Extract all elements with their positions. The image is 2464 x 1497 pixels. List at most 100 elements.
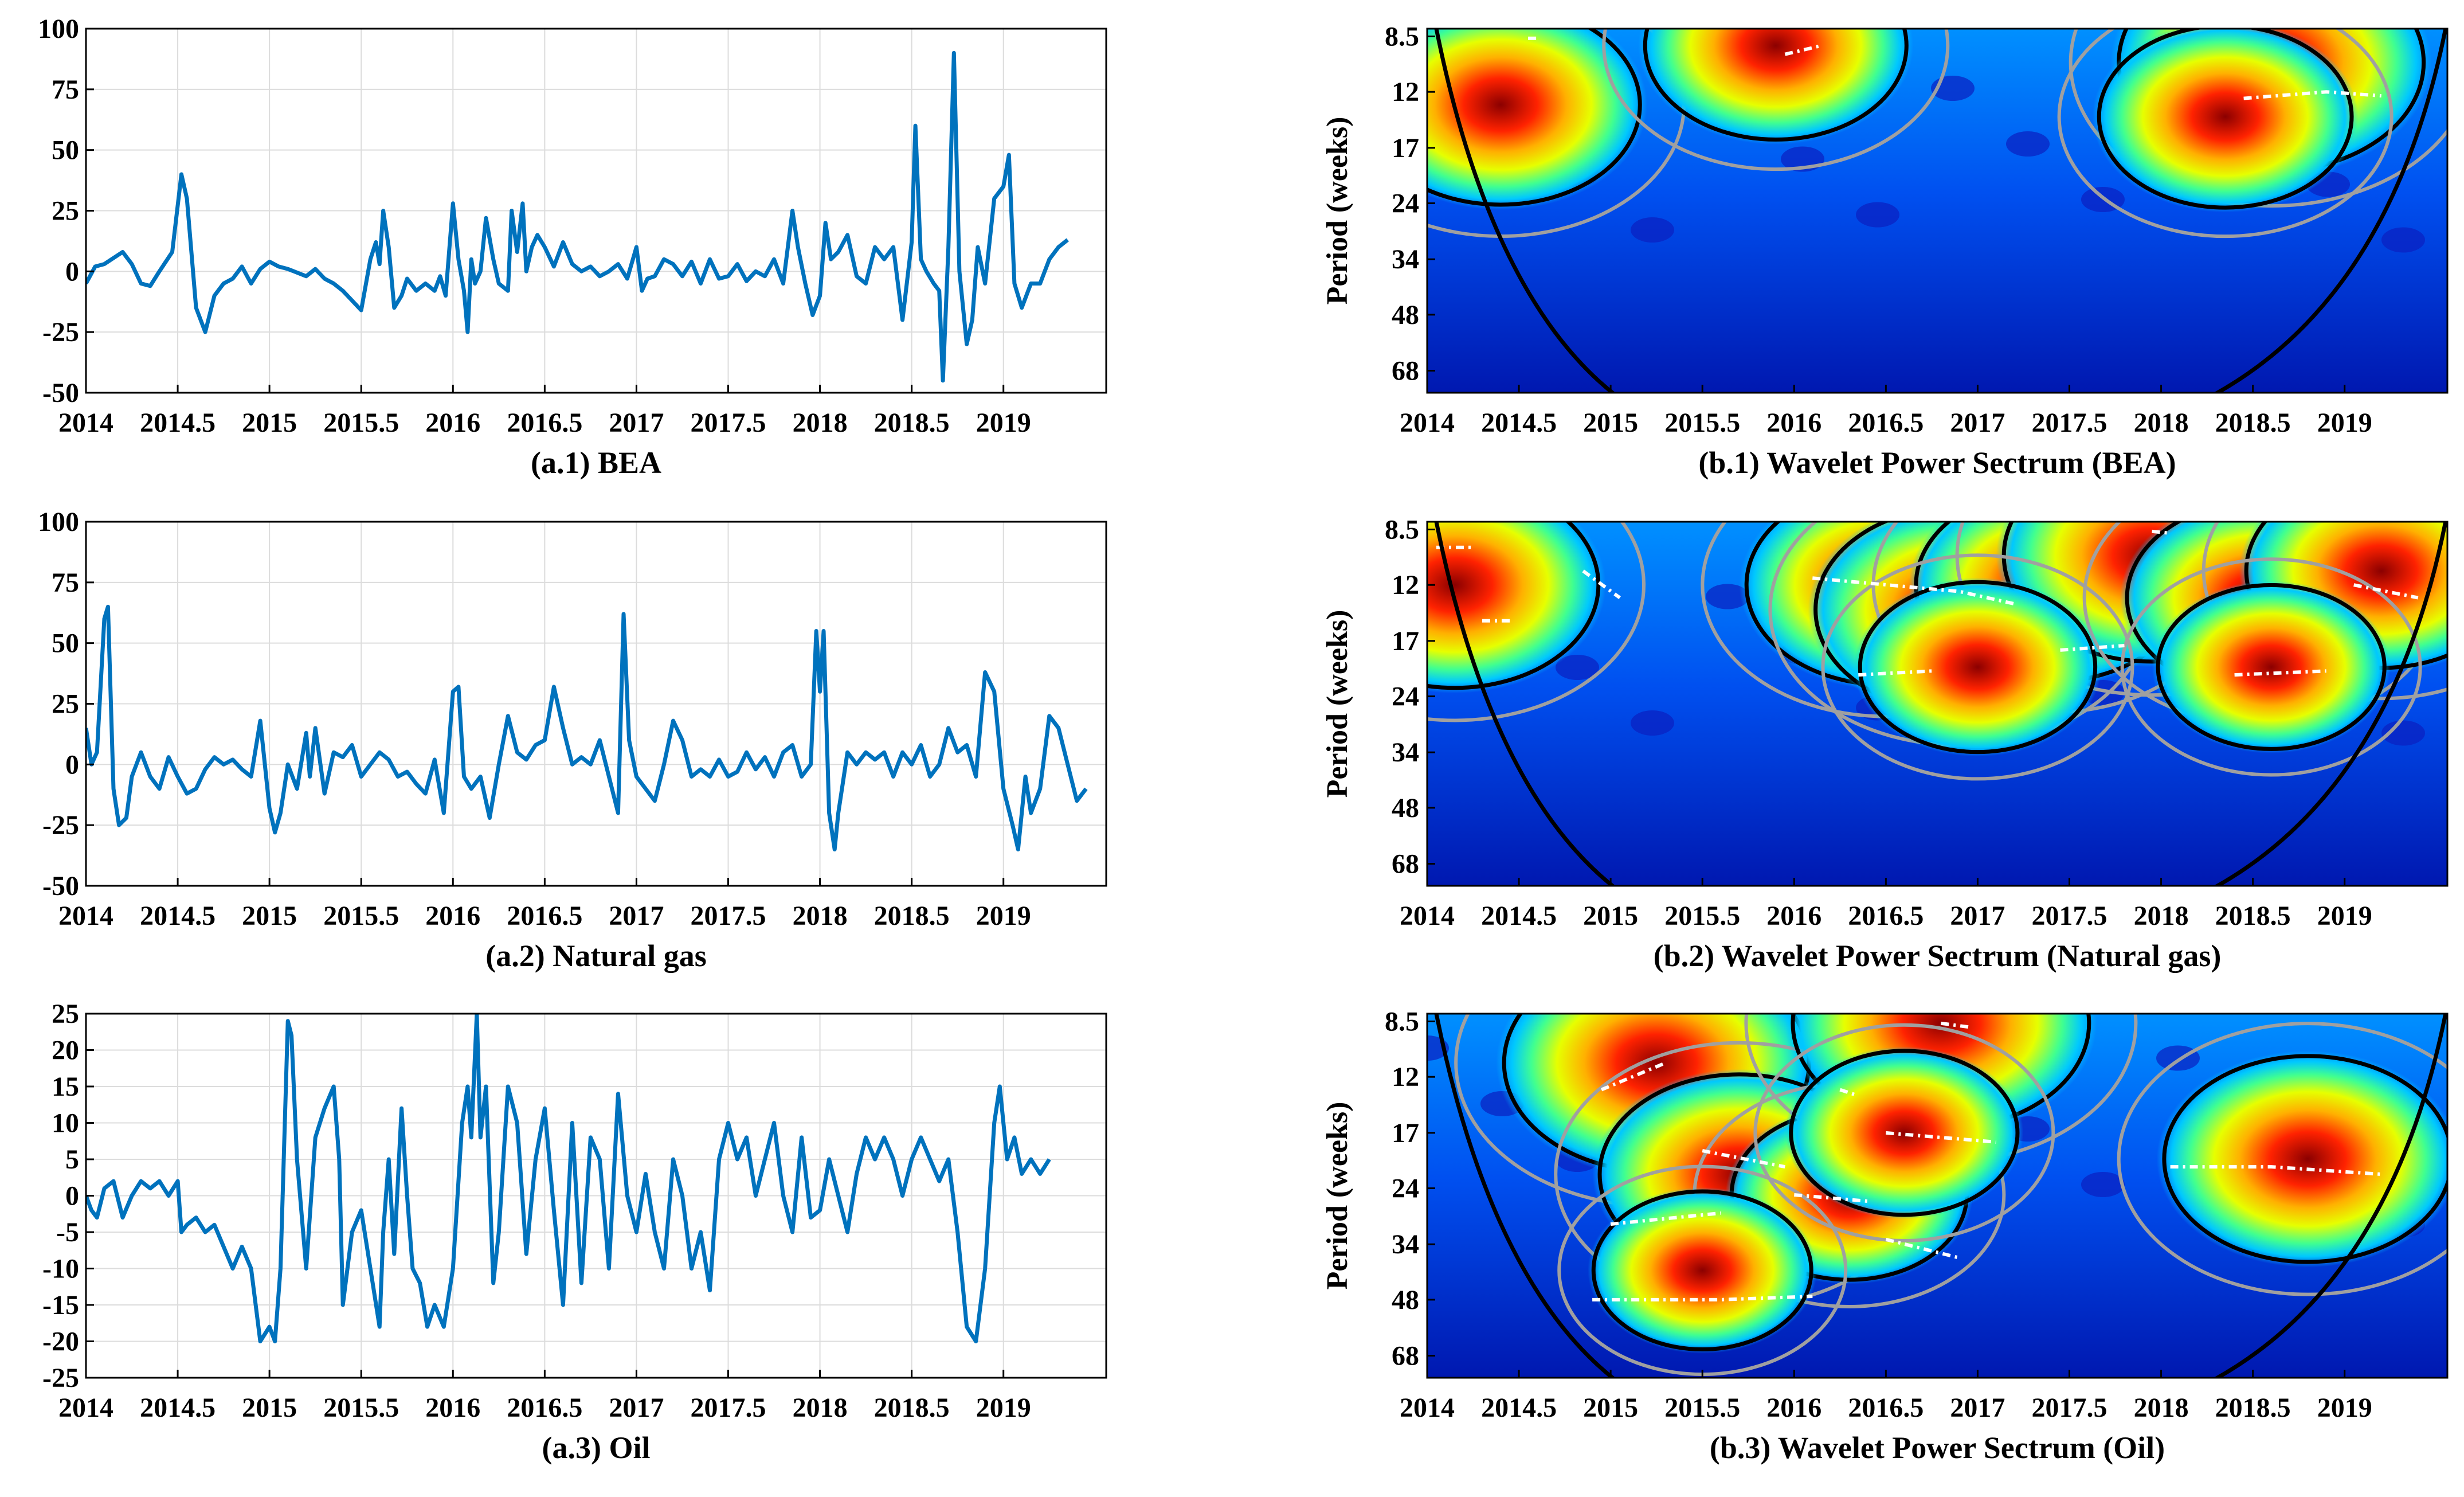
x-tick-label: 2016.5 <box>1848 1393 1924 1423</box>
x-tick-label: 2017 <box>609 901 664 931</box>
x-tick-label: 2014.5 <box>1481 1393 1557 1423</box>
y-tick-label: -10 <box>42 1254 79 1284</box>
y-tick-label: 100 <box>38 507 79 537</box>
high-power-region <box>2092 29 2359 213</box>
x-tick-label: 2018.5 <box>874 408 950 438</box>
y-axis: -50 -25 0 25 50 75 100 <box>38 507 94 901</box>
y-tick-label: 48 <box>1392 300 1419 330</box>
x-tick-label: 2017 <box>1950 408 2005 438</box>
axes-frame <box>1426 521 2449 887</box>
x-tick-label: 2014.5 <box>140 1393 216 1423</box>
y-axis: 8.5 12 17 24 34 48 68 <box>1385 22 1435 386</box>
x-tick-label: 2017 <box>609 408 664 438</box>
x-tick-label: 2014 <box>1400 901 1455 931</box>
heatmap-area <box>1427 522 2447 886</box>
axes-frame <box>1426 1013 2449 1379</box>
ridge-line <box>1794 1193 1868 1203</box>
low-power-blob <box>1556 655 1599 680</box>
x-tick-label: 2016 <box>1766 408 1821 438</box>
x-tick-label: 2017.5 <box>691 901 766 931</box>
caption-a2: (a.2) Natural gas <box>485 939 706 973</box>
y-tick-label: 34 <box>1392 244 1419 275</box>
caption-a1: (a.1) BEA <box>531 445 661 480</box>
y-tick-label: 0 <box>65 1181 79 1211</box>
significance-contour <box>2162 1054 2447 1264</box>
low-power-blob <box>1856 202 1899 228</box>
x-tick-label: 2018 <box>2134 901 2189 931</box>
ridge-line <box>1941 1021 1969 1029</box>
y-tick-label: 34 <box>1392 737 1419 768</box>
x-tick-label: 2019 <box>976 1393 1031 1423</box>
contour-grey <box>1821 553 2134 781</box>
x-tick-label: 2018.5 <box>2215 408 2291 438</box>
x-tick-label: 2019 <box>2317 901 2372 931</box>
y-tick-label: 20 <box>52 1035 79 1066</box>
cone-of-influence-left <box>1434 522 1616 886</box>
x-tick-label: 2015.5 <box>1664 1393 1740 1423</box>
high-power-region <box>1427 29 1647 210</box>
y-tick-label: -20 <box>42 1327 79 1357</box>
high-power-region <box>1854 577 2102 757</box>
cone-of-influence-right <box>2213 29 2447 393</box>
low-power-blob <box>1631 217 1674 243</box>
plot-area <box>86 50 1069 383</box>
y-tick-label: 48 <box>1392 793 1419 823</box>
y-tick-label: 12 <box>1392 1062 1419 1092</box>
x-tick-label: 2017 <box>609 1393 664 1423</box>
x-tick-label: 2015.5 <box>323 901 399 931</box>
panel-natural-gas-series: 2014 2014.5 2015 2015.5 2016 2016.5 2017 2017.5… <box>38 507 1107 973</box>
x-tick-label: 2018.5 <box>2215 901 2291 931</box>
y-tick-label: 24 <box>1392 189 1419 219</box>
y-tick-label: 0 <box>65 749 79 780</box>
x-tick-label: 2016 <box>425 408 480 438</box>
significance-contour <box>1427 29 1642 207</box>
x-tick-label: 2016 <box>425 1393 480 1423</box>
ridge-line <box>1702 1149 1785 1169</box>
ridge-line <box>2234 669 2326 677</box>
caption-a3: (a.3) Oil <box>542 1430 651 1465</box>
y-tick-label: 17 <box>1392 626 1419 656</box>
series-line-oil <box>86 1014 1051 1343</box>
low-power-blob <box>2081 1172 2125 1197</box>
x-tick-label: 2015.5 <box>323 1393 399 1423</box>
y-axis-label: Period (weeks) <box>1321 117 1354 305</box>
panel-bea-wavelet: 2014 2014.5 2015 2015.5 2016 2016.5 2017 2017.5… <box>1321 22 2449 480</box>
significance-contour <box>1643 29 1909 142</box>
x-tick-label: 2016.5 <box>507 1393 582 1423</box>
x-tick-label: 2015.5 <box>1664 901 1740 931</box>
y-tick-label: 68 <box>1392 849 1419 880</box>
high-power-region <box>1427 522 1606 694</box>
y-tick-label: 75 <box>52 75 79 105</box>
cone-of-influence-right <box>2213 522 2447 886</box>
series-line-bea <box>86 50 1069 383</box>
y-tick-label: 24 <box>1392 682 1419 712</box>
y-tick-label: 34 <box>1392 1229 1419 1260</box>
y-tick-label: 50 <box>52 628 79 659</box>
significance-contour <box>1789 1049 2020 1217</box>
ridge-line <box>1784 44 1822 56</box>
y-tick-label: -25 <box>42 317 79 347</box>
x-tick-label: 2018.5 <box>874 901 950 931</box>
cone-of-influence-left <box>1434 29 1616 393</box>
heatmap-area <box>1427 1014 2447 1378</box>
low-power-blob <box>1631 710 1674 736</box>
y-tick-label: 5 <box>65 1144 79 1175</box>
low-power-blob <box>1706 584 1749 609</box>
x-tick-label: 2018 <box>793 1393 848 1423</box>
contour-grey <box>2057 29 2394 239</box>
x-tick-label: 2018 <box>793 408 848 438</box>
contour-grey <box>1753 1023 2055 1242</box>
y-tick-label: -5 <box>56 1217 79 1248</box>
ridge-line <box>1886 1131 1996 1144</box>
significance-contour <box>1858 580 2098 755</box>
y-axis: -50 -25 0 25 50 75 100 <box>38 14 94 408</box>
x-tick-label: 2018 <box>2134 1393 2189 1423</box>
x-tick-label: 2017.5 <box>2032 1393 2107 1423</box>
y-tick-label: 68 <box>1392 1341 1419 1371</box>
significance-contour <box>1427 522 1601 690</box>
significance-contour <box>2156 583 2387 751</box>
y-tick-label: 10 <box>52 1108 79 1139</box>
ridge-line <box>2243 90 2381 100</box>
y-tick-label: 48 <box>1392 1285 1419 1315</box>
x-tick-label: 2014.5 <box>1481 901 1557 931</box>
